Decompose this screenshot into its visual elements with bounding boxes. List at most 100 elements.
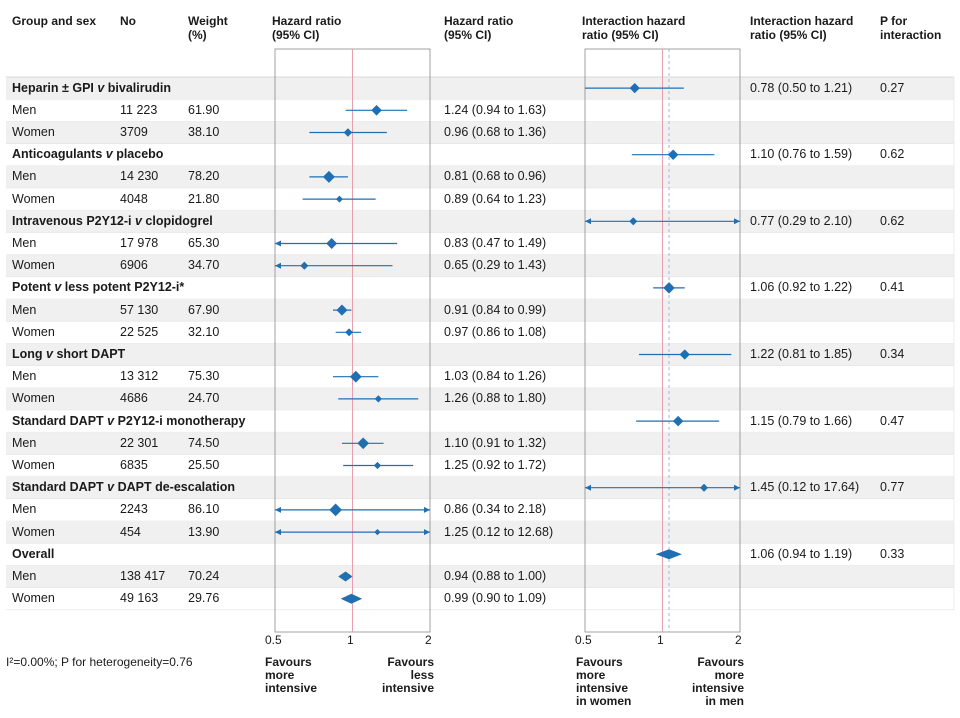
header-weight: Weight (%) xyxy=(188,14,228,42)
participants-count: 17 978 xyxy=(120,235,159,250)
hr-mark-point xyxy=(335,195,343,203)
favours-less-intensive: Favours less intensive xyxy=(381,655,434,695)
interaction-mark-point xyxy=(629,82,640,94)
table-row: Women 49 163 29.76 0.99 (0.90 to 1.09) xyxy=(0,588,960,609)
table-row: Men 138 417 70.24 0.94 (0.88 to 1.00) xyxy=(0,566,960,587)
hr-mark-arrow-left xyxy=(275,506,281,513)
row-band xyxy=(6,521,954,544)
p-interaction: 0.41 xyxy=(880,280,905,295)
weight-percent: 34.70 xyxy=(188,258,220,273)
table-row: Men 14 230 78.20 0.81 (0.68 to 0.96) xyxy=(0,166,960,187)
participants-count: 6835 xyxy=(120,457,148,472)
interaction-mark-diamond xyxy=(655,549,682,560)
group-name: Long v short DAPT xyxy=(12,346,126,361)
tick-left-1: 1 xyxy=(347,633,354,647)
interaction-hr-text: 1.22 (0.81 to 1.85) xyxy=(750,346,853,361)
interaction-mark-arrow-right xyxy=(734,218,740,225)
row-band xyxy=(6,77,954,100)
tick-right-0: 0.5 xyxy=(575,633,592,647)
group-row: Long v short DAPT 1.22 (0.81 to 1.85) 0.34 xyxy=(0,344,960,365)
group-name: Standard DAPT v DAPT de-escalation xyxy=(12,480,235,495)
hr-mark-point xyxy=(373,461,382,470)
hr-text: 1.25 (0.12 to 12.68) xyxy=(444,524,554,539)
interaction-mark-arrow-left xyxy=(585,218,591,225)
sex-label: Women xyxy=(12,191,55,206)
hr-text: 0.97 (0.86 to 1.08) xyxy=(444,324,547,339)
hr-mark-point xyxy=(371,105,382,116)
group-name: Overall xyxy=(12,546,55,561)
weight-percent: 70.24 xyxy=(188,568,220,583)
table-row: Men 57 130 67.90 0.91 (0.84 to 0.99) xyxy=(0,300,960,321)
weight-percent: 75.30 xyxy=(188,369,220,384)
row-band xyxy=(6,299,954,322)
row-band xyxy=(6,565,954,588)
interaction-hr-text: 1.06 (0.92 to 1.22) xyxy=(750,280,853,295)
header-ihr-plot: Interaction hazard ratio (95% CI) xyxy=(582,14,686,42)
weight-percent: 61.90 xyxy=(188,102,220,117)
participants-count: 57 130 xyxy=(120,302,159,317)
hr-text: 0.65 (0.29 to 1.43) xyxy=(444,258,547,273)
sex-label: Men xyxy=(12,235,37,250)
row-band xyxy=(6,165,954,188)
weight-percent: 78.20 xyxy=(188,169,220,184)
participants-count: 2243 xyxy=(120,502,148,517)
interaction-hr-text: 0.77 (0.29 to 2.10) xyxy=(750,213,853,228)
weight-percent: 24.70 xyxy=(188,391,220,406)
interaction-mark-point xyxy=(667,149,679,160)
participants-count: 4686 xyxy=(120,391,148,406)
sex-label: Women xyxy=(12,258,55,273)
table-row: Men 17 978 65.30 0.83 (0.47 to 1.49) xyxy=(0,233,960,254)
sex-label: Men xyxy=(12,435,37,450)
participants-count: 14 230 xyxy=(120,169,159,184)
interaction-mark-arrow-right xyxy=(734,484,740,491)
hr-text: 1.10 (0.91 to 1.32) xyxy=(444,435,547,450)
hr-mark-diamond xyxy=(340,593,363,604)
favours-more-intensive-women: Favours more intensive in women xyxy=(576,655,632,708)
tick-left-0: 0.5 xyxy=(265,633,282,647)
hr-mark-arrow-right xyxy=(424,506,430,513)
interaction-mark-point xyxy=(629,217,638,226)
participants-count: 454 xyxy=(120,524,141,539)
favours-more-intensive-men: Favours more intensive in men xyxy=(691,655,744,708)
sex-label: Men xyxy=(12,502,37,517)
header-p: P for interaction xyxy=(880,14,942,42)
header-hr-plot: Hazard ratio (95% CI) xyxy=(272,14,342,42)
hr-text: 0.81 (0.68 to 0.96) xyxy=(444,169,547,184)
header-group: Group and sex xyxy=(12,14,97,28)
group-row: Standard DAPT v P2Y12-i monotherapy 1.15 … xyxy=(0,411,960,432)
hr-text: 0.89 (0.64 to 1.23) xyxy=(444,191,547,206)
hr-text: 0.99 (0.90 to 1.09) xyxy=(444,591,547,606)
weight-percent: 13.90 xyxy=(188,524,220,539)
row-band xyxy=(6,343,954,366)
p-interaction: 0.62 xyxy=(880,213,905,228)
table-row: Women 6906 34.70 0.65 (0.29 to 1.43) xyxy=(0,255,960,276)
table-row: Women 6835 25.50 1.25 (0.92 to 1.72) xyxy=(0,455,960,476)
weight-percent: 29.76 xyxy=(188,591,220,606)
sex-label: Men xyxy=(12,369,37,384)
hr-mark-arrow-right xyxy=(424,529,430,536)
p-interaction: 0.62 xyxy=(880,147,905,162)
group-row: Intravenous P2Y12-i v clopidogrel 0.77 (0… xyxy=(0,211,960,232)
participants-count: 11 223 xyxy=(120,102,158,117)
group-row: Anticoagulants v placebo 1.10 (0.76 to 1.… xyxy=(0,144,960,165)
group-name: Standard DAPT v P2Y12-i monotherapy xyxy=(12,413,246,428)
hr-text: 1.26 (0.88 to 1.80) xyxy=(444,391,547,406)
weight-percent: 21.80 xyxy=(188,191,220,206)
table-row: Men 11 223 61.90 1.24 (0.94 to 1.63) xyxy=(0,100,960,121)
hr-mark-point xyxy=(326,238,338,249)
participants-count: 3709 xyxy=(120,124,148,139)
participants-count: 49 163 xyxy=(120,591,159,606)
weight-percent: 32.10 xyxy=(188,324,220,339)
hr-mark-point xyxy=(374,528,381,536)
weight-percent: 38.10 xyxy=(188,124,220,139)
hr-text: 1.24 (0.94 to 1.63) xyxy=(444,102,547,117)
group-name: Potent v less potent P2Y12-i* xyxy=(12,280,185,295)
p-interaction: 0.27 xyxy=(880,80,905,95)
row-band xyxy=(6,210,954,233)
interaction-mark-point xyxy=(663,282,675,294)
participants-count: 4048 xyxy=(120,191,148,206)
table-row: Women 454 13.90 1.25 (0.12 to 12.68) xyxy=(0,522,960,543)
tick-right-1: 1 xyxy=(657,633,664,647)
table-row: Women 3709 38.10 0.96 (0.68 to 1.36) xyxy=(0,122,960,143)
header-hr-text: Hazard ratio (95% CI) xyxy=(444,14,514,42)
